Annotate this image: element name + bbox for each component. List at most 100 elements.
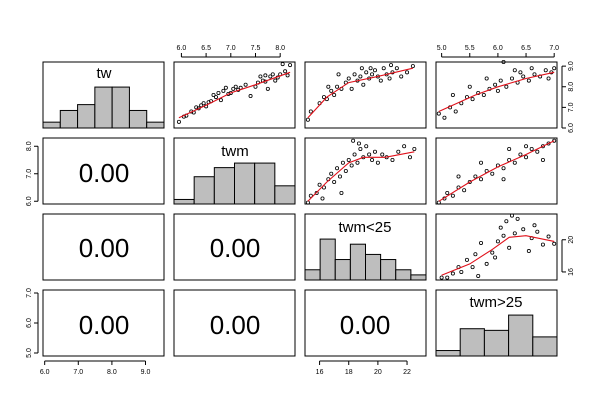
scatter-point-twm-vs-twm-gt-25-22 (552, 138, 557, 143)
scatter-point-twm-vs-twm-gt-25-17 (524, 155, 529, 160)
scatter-point-tw-vs-twm-gt-25-19 (532, 72, 537, 77)
scatter-point-twm-lt-25-vs-twm-gt-25-7 (470, 265, 475, 270)
y-tick-label-4-2: 6.0 (26, 318, 33, 328)
scatter-point-tw-vs-twm-39 (283, 69, 288, 74)
scatter-point-tw-vs-twm-gt-25-18 (526, 78, 531, 83)
smooth-line-tw-vs-twm-lt-25 (307, 67, 414, 119)
scatter-point-twm-vs-twm-lt-25-4 (317, 182, 322, 187)
scatter-point-twm-vs-twm-lt-25-14 (349, 163, 354, 168)
corr-label-r4c2: 0.00 (210, 310, 261, 340)
hist-bar-tw-4 (94, 86, 113, 129)
scatter-point-twm-lt-25-vs-twm-gt-25-22 (535, 229, 540, 234)
scatter-point-twm-vs-twm-gt-25-7 (467, 179, 472, 184)
x-tick-label-2-5: 8.0 (275, 45, 285, 52)
hist-bar-twm-6 (274, 185, 296, 205)
scatter-point-twm-vs-twm-lt-25-31 (351, 138, 356, 143)
x-tick-label-4-5: 7.0 (549, 45, 559, 52)
scatter-point-twm-lt-25-vs-twm-gt-25-15 (504, 219, 509, 224)
panel-frame-r2c3 (304, 137, 427, 205)
scatter-point-tw-vs-twm-8 (199, 103, 204, 108)
panel-frame-r3c1 (42, 213, 165, 281)
hist-bar-twm-gt-25-5 (532, 336, 558, 357)
x-tick-label-3-2: 18 (345, 369, 353, 376)
scatter-point-tw-vs-twm-1 (176, 119, 181, 124)
scatter-point-tw-vs-twm-lt-25-22 (378, 78, 383, 83)
scatter-point-tw-vs-twm-16 (218, 98, 223, 103)
scatter-point-tw-vs-twm-gt-25-31 (552, 66, 557, 71)
scatter-point-tw-vs-twm-lt-25-13 (352, 72, 357, 77)
scatter-point-tw-vs-twm-gt-25-29 (546, 76, 551, 81)
hist-bar-tw-2 (59, 109, 79, 129)
y-tick-label-3-1: 16 (568, 268, 575, 276)
scatter-point-twm-vs-twm-lt-25-22 (372, 149, 377, 154)
scatter-point-twm-vs-twm-gt-25-23 (479, 160, 484, 165)
scatter-point-twm-lt-25-vs-twm-gt-25-2 (445, 275, 450, 280)
hist-bar-twm-lt-25-4 (349, 243, 366, 281)
scatter-point-tw-vs-twm-lt-25-7 (332, 93, 337, 98)
y-tick-label-2-1: 6.0 (26, 196, 33, 206)
scatter-point-twm-vs-twm-lt-25-8 (332, 179, 337, 184)
y-tick-label-1-2: 7.0 (568, 102, 575, 112)
scatter-point-twm-vs-twm-lt-25-16 (355, 160, 360, 165)
scatter-point-twm-vs-twm-lt-25-2 (308, 193, 313, 198)
scatter-point-tw-vs-twm-lt-25-23 (381, 66, 386, 71)
scatter-point-tw-vs-twm-9 (201, 101, 206, 106)
scatter-point-tw-vs-twm-lt-25-32 (359, 66, 364, 71)
hist-bar-twm-lt-25-5 (365, 253, 382, 281)
scatter-point-twm-lt-25-vs-twm-gt-25-26 (476, 273, 481, 278)
scatter-point-tw-vs-twm-lt-25-6 (329, 88, 334, 93)
scatter-point-tw-vs-twm-lt-25-28 (399, 74, 404, 79)
x-tick-label-1-1: 6.0 (40, 369, 50, 376)
scatter-point-twm-vs-twm-gt-25-6 (462, 188, 467, 193)
panel-frame-r1c2 (173, 61, 296, 129)
scatter-point-twm-vs-twm-gt-25-28 (501, 177, 506, 182)
scatter-point-twm-vs-twm-gt-25-4 (450, 193, 455, 198)
corr-label-r3c1: 0.00 (79, 233, 130, 263)
smooth-line-twm-vs-twm-lt-25 (307, 151, 415, 202)
scatter-point-twm-vs-twm-gt-25-8 (473, 174, 478, 179)
scatter-point-twm-vs-twm-lt-25-28 (402, 144, 407, 149)
panel-frame-r2c1 (42, 137, 165, 205)
x-tick-label-1-4: 9.0 (141, 369, 151, 376)
scatter-point-tw-vs-twm-lt-25-4 (321, 95, 326, 100)
scatter-point-tw-vs-twm-lt-25-12 (349, 86, 354, 91)
scatter-point-twm-vs-twm-lt-25-10 (337, 174, 342, 179)
scatter-point-twm-vs-twm-lt-25-21 (370, 157, 375, 162)
scatter-point-tw-vs-twm-lt-25-1 (305, 117, 310, 122)
scatter-point-twm-lt-25-vs-twm-gt-25-23 (540, 242, 545, 247)
hist-bar-twm-gt-25-1 (435, 350, 461, 357)
smooth-line-tw-vs-twm-gt-25 (438, 71, 555, 113)
scatter-point-tw-vs-twm-21 (231, 86, 236, 91)
scatter-point-tw-vs-twm-29 (258, 74, 263, 79)
var-label-tw: tw (97, 65, 112, 82)
scatter-point-twm-vs-twm-lt-25-23 (375, 160, 380, 165)
scatter-point-tw-vs-twm-lt-25-19 (370, 72, 375, 77)
hist-bar-twm-2 (193, 176, 215, 205)
scatter-point-tw-vs-twm-gt-25-26 (529, 66, 534, 71)
hist-bar-twm-lt-25-1 (304, 269, 321, 281)
hist-bar-tw-7 (146, 121, 165, 129)
x-tick-label-2-3: 7.0 (226, 45, 236, 52)
scatter-point-twm-lt-25-vs-twm-gt-25-8 (473, 252, 478, 257)
var-label-twm: twm (221, 143, 249, 160)
y-tick-label-4-1: 5.0 (26, 348, 33, 358)
panel-frame-r4c1 (42, 289, 165, 357)
scatter-point-tw-vs-twm-gt-25-24 (501, 60, 506, 65)
hist-bar-twm-lt-25-7 (395, 269, 412, 281)
scatter-point-twm-vs-twm-lt-25-12 (343, 168, 348, 173)
scatter-point-tw-vs-twm-gt-25-30 (518, 70, 523, 75)
scatter-point-twm-vs-twm-lt-25-5 (321, 185, 326, 190)
scatter-point-twm-lt-25-vs-twm-gt-25-5 (459, 269, 464, 274)
scatter-point-twm-vs-twm-lt-25-11 (340, 160, 345, 165)
scatter-point-tw-vs-twm-gt-25-2 (442, 115, 447, 120)
scatter-point-tw-vs-twm-gt-25-1 (436, 111, 441, 116)
scatter-point-twm-vs-twm-lt-25-26 (390, 157, 395, 162)
hist-bar-twm-1 (173, 198, 195, 205)
scatter-point-twm-vs-twm-gt-25-19 (535, 149, 540, 154)
scatter-point-tw-vs-twm-gt-25-25 (512, 68, 517, 73)
scatter-point-twm-lt-25-vs-twm-gt-25-28 (532, 223, 537, 228)
scatter-point-tw-vs-twm-17 (221, 88, 226, 93)
scatter-point-twm-lt-25-vs-twm-gt-25-14 (501, 233, 506, 238)
y-tick-label-4-3: 7.0 (26, 288, 33, 298)
